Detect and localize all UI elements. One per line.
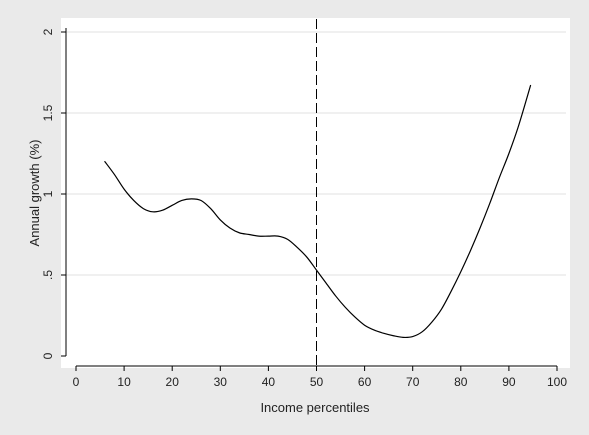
y-axis-title: Annual growth (%)	[27, 140, 42, 247]
axis-ticks	[61, 31, 558, 371]
x-tick-label: 30	[214, 375, 228, 389]
x-tick-label: 40	[262, 375, 276, 389]
series-layer	[104, 84, 532, 339]
y-tick-label: .5	[41, 270, 55, 280]
x-tick-label: 60	[358, 375, 372, 389]
tick-labels: 0.511.520 10 20 30 40 50 60 70 80 90 100	[41, 28, 567, 389]
x-tick-label: 20	[166, 375, 180, 389]
y-tick-label: 1.5	[41, 104, 55, 121]
series-line	[104, 84, 532, 339]
y-tick-label: 2	[41, 28, 55, 35]
y-tick-label: 0	[41, 352, 55, 359]
x-tick-label: 10	[117, 375, 131, 389]
x-tick-label: 80	[454, 375, 468, 389]
x-tick-label: 100	[547, 375, 567, 389]
plot-area	[61, 18, 570, 368]
x-tick-label: 50	[310, 375, 324, 389]
x-tick-label: 0	[73, 375, 80, 389]
y-tick-label: 1	[41, 190, 55, 197]
x-tick-label: 90	[502, 375, 516, 389]
x-axis-title: Income percentiles	[260, 400, 370, 415]
x-tick-label: 70	[406, 375, 420, 389]
